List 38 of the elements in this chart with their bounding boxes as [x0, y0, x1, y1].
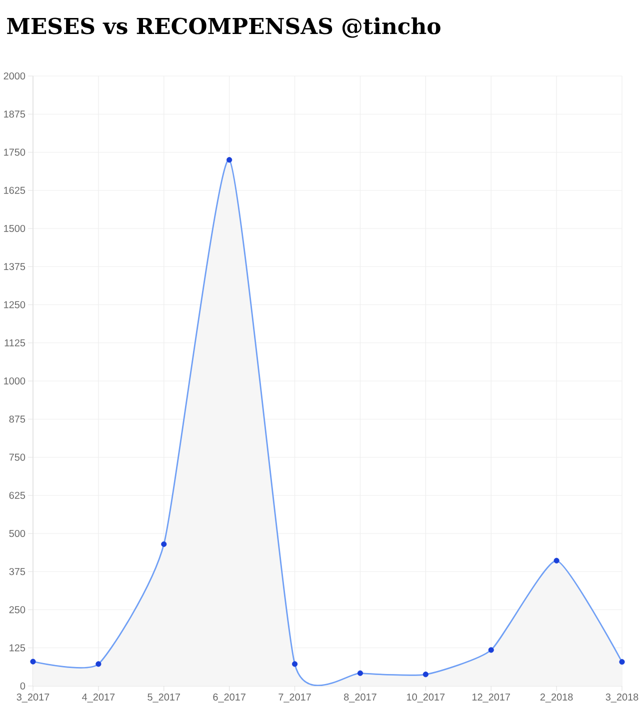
- y-tick-label: 2000: [4, 72, 26, 80]
- y-tick-label: 1125: [4, 339, 26, 346]
- y-tick-label: 1000: [4, 377, 26, 385]
- x-tick-label: 3_2017: [16, 694, 50, 702]
- y-tick-label: 625: [9, 492, 26, 499]
- y-tick-label: 1375: [4, 263, 26, 270]
- y-tick-label: 0: [20, 682, 26, 690]
- point: [619, 659, 625, 665]
- chart-title: MESES vs RECOMPENSAS @tincho: [7, 17, 440, 38]
- point: [488, 647, 494, 653]
- x-tick-label: 12_2017: [472, 694, 510, 702]
- x-tick-label: 4_2017: [82, 694, 115, 702]
- y-tick-label: 1500: [4, 224, 26, 232]
- y-tick-label: 1625: [4, 186, 26, 194]
- x-tick-label: 6_2017: [213, 694, 246, 702]
- y-tick-label: 1750: [4, 148, 26, 156]
- point: [292, 661, 298, 667]
- x-tick-label: 10_2017: [407, 694, 445, 702]
- y-tick-label: 500: [9, 530, 26, 538]
- x-tick-label: 7_2017: [278, 694, 311, 702]
- y-tick-label: 1250: [4, 301, 26, 308]
- point: [554, 558, 560, 564]
- point: [161, 541, 167, 547]
- x-tick-label: 2_2018: [540, 694, 573, 702]
- y-tick-label: 750: [9, 454, 26, 461]
- point: [422, 672, 428, 678]
- point: [357, 670, 364, 676]
- y-tick-label: 375: [9, 568, 26, 576]
- y-tick-label: 1875: [4, 110, 26, 118]
- y-tick-label: 250: [9, 606, 26, 614]
- point: [96, 661, 102, 667]
- y-tick-label: 125: [10, 644, 26, 652]
- x-tick-label: 3_2018: [606, 694, 638, 702]
- point: [30, 658, 36, 664]
- point: [226, 157, 232, 163]
- x-tick-label: 8_2017: [344, 694, 376, 702]
- x-tick-label: 5_2017: [148, 694, 180, 702]
- y-tick-label: 875: [9, 416, 26, 423]
